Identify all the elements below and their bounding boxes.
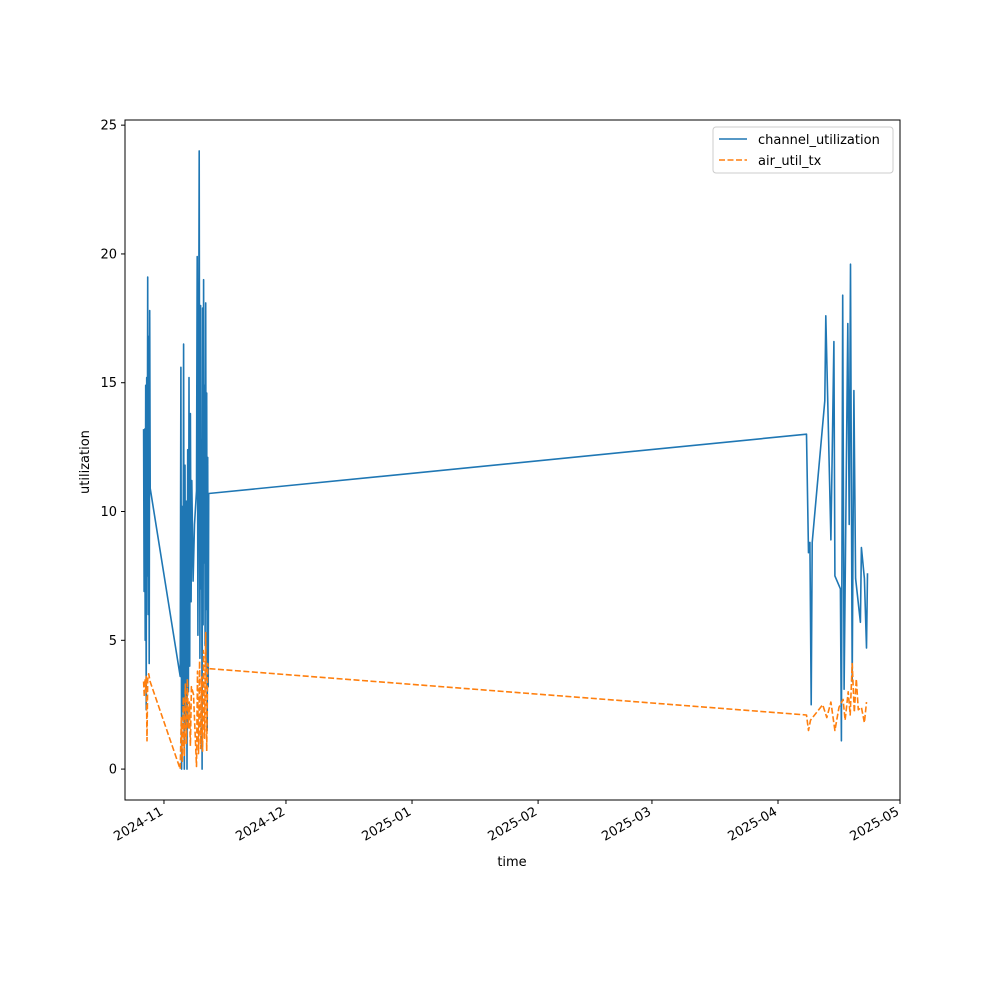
legend: channel_utilization air_util_tx (712, 126, 894, 174)
x-tick-label: 2024-12 (233, 804, 288, 844)
y-tick-label: 10 (100, 505, 117, 520)
series-line-channel-utilization (142, 150, 869, 770)
x-tick-label: 2025-04 (725, 804, 780, 844)
y-tick-label: 5 (109, 634, 117, 649)
legend-label: air_util_tx (758, 154, 822, 169)
legend-box (712, 126, 894, 174)
x-axis: 2024-11 2024-12 2025-01 2025-02 2025-03 2025-… (111, 800, 902, 845)
y-tick-label: 20 (100, 247, 117, 262)
x-tick-label: 2025-05 (847, 804, 902, 844)
y-tick-label: 15 (100, 376, 117, 391)
x-axis-label: time (497, 855, 526, 870)
plot-frame (124, 119, 901, 801)
x-tick-label: 2025-02 (486, 804, 541, 844)
series-layer (142, 150, 869, 770)
legend-label: channel_utilization (758, 133, 880, 148)
x-tick-label: 2025-01 (359, 804, 414, 844)
y-axis: 0 5 10 15 20 25 (100, 119, 125, 778)
x-tick-label: 2025-03 (599, 804, 654, 844)
y-tick-label: 25 (100, 119, 117, 134)
y-tick-label: 0 (109, 763, 117, 778)
x-tick-label: 2024-11 (111, 804, 166, 844)
y-axis-label: utilization (78, 430, 93, 494)
series-line-air-util-tx (142, 631, 868, 770)
